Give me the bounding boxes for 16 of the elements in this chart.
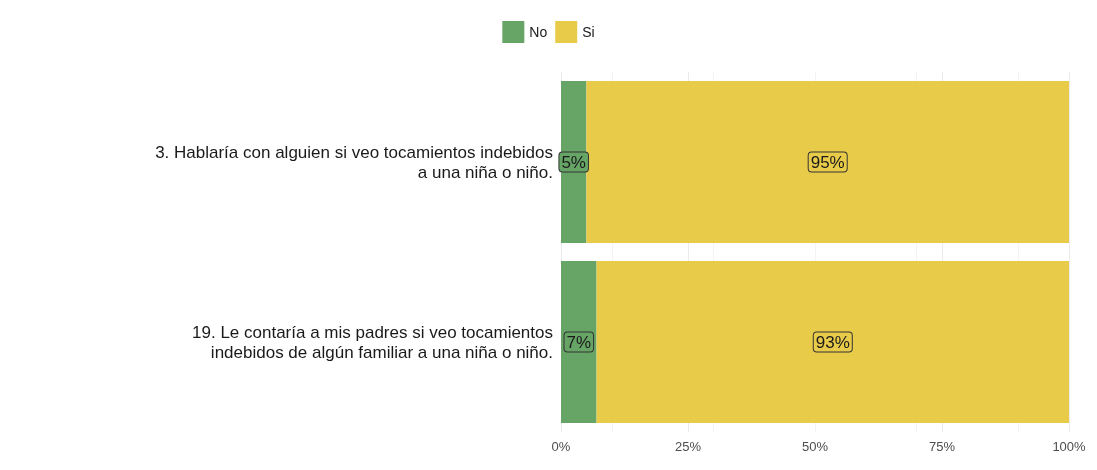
x-tick-label: 25% <box>674 439 702 454</box>
y-tick-label: 19. Le contaría a mis padres si veo tocamientos indebidos de algún familiar a una niña o niño. <box>192 322 553 362</box>
x-tick-label: 0% <box>551 439 571 454</box>
bar <box>596 261 1069 423</box>
x-tick-label: 75% <box>928 439 956 454</box>
y-tick-label: 3. Hablaría con alguien si veo tocamientos indebidos a una niña o niño. <box>155 142 553 182</box>
x-tick-label: 50% <box>801 439 829 454</box>
data-label: 7% <box>566 332 592 352</box>
legend-label: No <box>529 24 548 40</box>
data-label: 5% <box>561 152 586 172</box>
bar <box>561 261 597 423</box>
data-label: 95% <box>810 152 845 172</box>
data-label: 93% <box>815 332 850 352</box>
x-tick-label: 100% <box>1052 439 1087 454</box>
bar <box>586 81 1069 243</box>
legend-label: Si <box>582 24 595 40</box>
